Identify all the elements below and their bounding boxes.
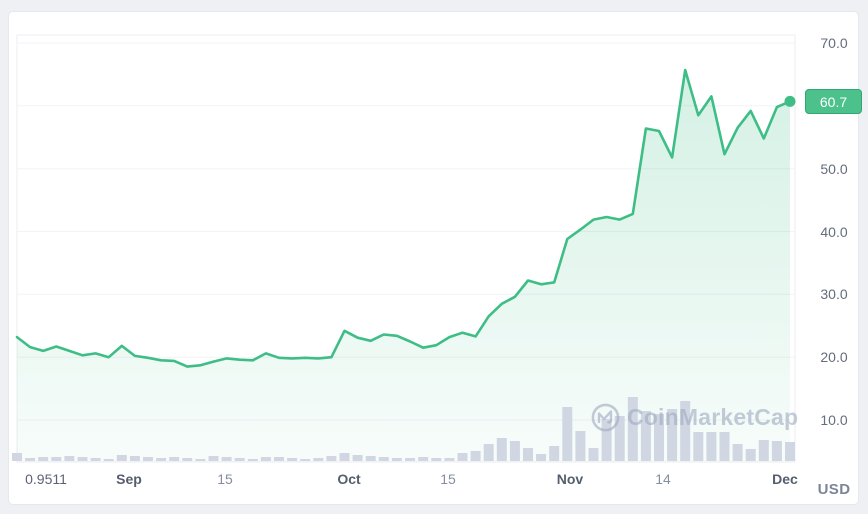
y-tick-label: 40.0 bbox=[820, 223, 848, 240]
volume-bars bbox=[12, 397, 795, 461]
x-tick-label: Nov bbox=[556, 471, 584, 487]
volume-bar bbox=[12, 453, 22, 461]
volume-bar bbox=[562, 407, 573, 461]
volume-bar bbox=[195, 459, 206, 461]
volume-bar bbox=[51, 457, 62, 461]
volume-bar bbox=[719, 432, 730, 461]
volume-bar bbox=[156, 458, 167, 461]
x-tick-label: Sep bbox=[116, 471, 142, 487]
volume-bar bbox=[326, 456, 337, 461]
current-price-value: 60.7 bbox=[819, 93, 848, 110]
x-tick-label: 14 bbox=[655, 471, 671, 487]
price-area bbox=[17, 70, 790, 462]
volume-bar bbox=[260, 457, 271, 461]
volume-bar bbox=[732, 444, 743, 461]
volume-bar bbox=[143, 457, 153, 461]
volume-bar bbox=[405, 458, 416, 461]
volume-bar bbox=[771, 441, 782, 461]
volume-bar bbox=[391, 458, 402, 461]
currency-unit-label: USD bbox=[817, 481, 851, 498]
y-tick-label: 10.0 bbox=[820, 412, 848, 428]
volume-bar bbox=[523, 448, 533, 461]
volume-bar bbox=[274, 457, 284, 461]
x-tick-label: Oct bbox=[337, 471, 361, 487]
volume-bar bbox=[785, 442, 795, 461]
volume-bar bbox=[627, 397, 638, 461]
volume-bar bbox=[221, 457, 232, 461]
volume-bar bbox=[64, 456, 75, 461]
volume-bar bbox=[536, 454, 547, 461]
volume-bar bbox=[483, 444, 494, 461]
volume-bar bbox=[208, 456, 219, 461]
volume-bar bbox=[378, 457, 389, 461]
volume-bar bbox=[116, 455, 127, 461]
volume-bar bbox=[234, 458, 245, 461]
x-tick-label: 0.9511 bbox=[25, 471, 67, 487]
volume-bar bbox=[38, 457, 49, 461]
last-price-dot bbox=[784, 95, 796, 107]
x-tick-label: 15 bbox=[217, 471, 233, 487]
volume-bar bbox=[667, 409, 678, 461]
volume-bar bbox=[182, 458, 193, 461]
x-tick-label: Dec bbox=[772, 471, 798, 487]
volume-bar bbox=[339, 453, 350, 461]
volume-bar bbox=[758, 440, 769, 461]
volume-bar bbox=[496, 438, 507, 461]
x-tick-label: 15 bbox=[440, 471, 456, 487]
volume-bar bbox=[745, 449, 756, 461]
volume-bar bbox=[680, 401, 691, 461]
volume-bar bbox=[313, 458, 324, 461]
volume-bar bbox=[300, 459, 311, 461]
volume-bar bbox=[654, 414, 664, 461]
y-tick-label: 30.0 bbox=[820, 286, 848, 303]
volume-bar bbox=[457, 453, 468, 461]
volume-bar bbox=[444, 458, 455, 461]
volume-bar bbox=[103, 459, 114, 461]
volume-bar bbox=[575, 431, 586, 461]
volume-bar bbox=[352, 455, 363, 461]
volume-bar bbox=[706, 432, 717, 461]
volume-bar bbox=[77, 457, 88, 461]
volume-bar bbox=[169, 457, 180, 461]
y-tick-label: 20.0 bbox=[820, 349, 848, 366]
volume-bar bbox=[509, 441, 520, 461]
volume-bar bbox=[25, 458, 36, 461]
volume-bar bbox=[287, 458, 298, 461]
y-tick-label: 50.0 bbox=[820, 160, 848, 177]
current-price-badge: 60.7 bbox=[805, 89, 862, 114]
volume-bar bbox=[549, 446, 560, 461]
volume-bar bbox=[588, 448, 599, 461]
volume-bar bbox=[365, 456, 376, 461]
volume-bar bbox=[418, 457, 429, 461]
volume-bar bbox=[614, 416, 625, 461]
volume-bar bbox=[431, 458, 442, 461]
volume-bar bbox=[247, 459, 258, 461]
volume-bar bbox=[470, 451, 481, 461]
price-line bbox=[15, 68, 792, 368]
y-tick-label: 70.0 bbox=[820, 35, 848, 51]
volume-bar bbox=[601, 419, 612, 461]
volume-bar bbox=[129, 456, 140, 461]
volume-bar bbox=[90, 458, 101, 461]
volume-bar bbox=[640, 411, 651, 461]
volume-bar bbox=[693, 432, 704, 461]
